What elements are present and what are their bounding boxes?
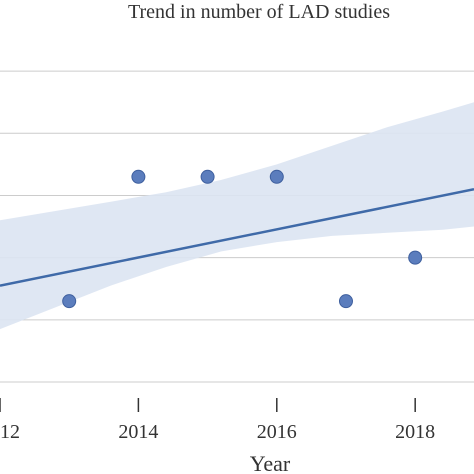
x-tick-label: 2012 bbox=[0, 421, 20, 443]
data-point bbox=[338, 294, 353, 309]
x-tick-label: 2016 bbox=[257, 421, 297, 443]
data-point bbox=[408, 250, 423, 265]
data-point bbox=[269, 169, 284, 184]
data-point bbox=[62, 294, 77, 309]
data-point bbox=[131, 169, 146, 184]
trend-line-group bbox=[0, 188, 474, 287]
x-tick-label: 2018 bbox=[395, 421, 435, 443]
data-point bbox=[200, 169, 215, 184]
chart-title: Trend in number of LAD studies bbox=[128, 1, 390, 23]
data-points bbox=[62, 169, 423, 309]
trend-line bbox=[0, 188, 474, 287]
x-axis-ticks: 2012 2014 2016 2018 bbox=[0, 398, 435, 443]
x-tick-label: 2014 bbox=[118, 421, 158, 443]
confidence-band-group bbox=[0, 102, 474, 330]
x-axis-title: Year bbox=[250, 451, 291, 474]
confidence-band bbox=[0, 102, 474, 330]
